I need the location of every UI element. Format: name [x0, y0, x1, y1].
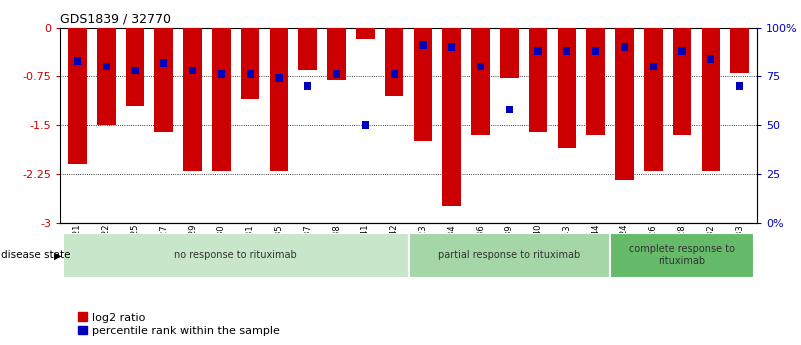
Bar: [304, 82, 312, 90]
Bar: [384, 28, 404, 96]
Text: disease state: disease state: [1, 250, 70, 260]
Bar: [189, 67, 196, 75]
Bar: [500, 28, 519, 78]
Text: GDS1839 / 32770: GDS1839 / 32770: [60, 12, 171, 25]
Text: no response to rituximab: no response to rituximab: [175, 250, 297, 260]
Bar: [126, 28, 144, 106]
Bar: [409, 233, 610, 278]
Bar: [736, 82, 743, 90]
Bar: [678, 47, 686, 55]
Bar: [160, 59, 167, 67]
Text: ▶: ▶: [54, 250, 62, 260]
Bar: [212, 28, 231, 170]
Bar: [298, 28, 317, 70]
Bar: [413, 28, 433, 141]
Legend: log2 ratio, percentile rank within the sample: log2 ratio, percentile rank within the s…: [78, 313, 280, 336]
Bar: [442, 28, 461, 206]
Bar: [477, 63, 484, 70]
Bar: [391, 70, 398, 78]
Bar: [592, 47, 599, 55]
Bar: [68, 28, 87, 164]
Bar: [276, 75, 283, 82]
Bar: [356, 28, 375, 39]
Bar: [505, 106, 513, 114]
Bar: [362, 121, 369, 129]
Bar: [270, 28, 288, 170]
Bar: [615, 28, 634, 180]
Bar: [448, 43, 455, 51]
Bar: [644, 28, 662, 170]
Bar: [183, 28, 202, 170]
Bar: [563, 47, 570, 55]
Bar: [621, 43, 628, 51]
Bar: [557, 28, 576, 148]
Bar: [673, 28, 691, 135]
Bar: [529, 28, 547, 131]
Bar: [327, 28, 346, 80]
Bar: [650, 63, 657, 70]
Bar: [247, 70, 254, 78]
Bar: [97, 28, 115, 125]
Bar: [131, 67, 139, 75]
Bar: [731, 28, 749, 73]
Text: partial response to rituximab: partial response to rituximab: [438, 250, 581, 260]
Bar: [63, 233, 409, 278]
Bar: [103, 63, 110, 70]
Bar: [218, 70, 225, 78]
Bar: [155, 28, 173, 131]
Bar: [534, 47, 541, 55]
Bar: [586, 28, 605, 135]
Bar: [610, 233, 754, 278]
Bar: [702, 28, 720, 170]
Bar: [333, 70, 340, 78]
Bar: [471, 28, 490, 135]
Text: complete response to
rituximab: complete response to rituximab: [629, 245, 735, 266]
Bar: [241, 28, 260, 99]
Bar: [74, 57, 81, 65]
Bar: [419, 41, 426, 49]
Bar: [707, 55, 714, 63]
